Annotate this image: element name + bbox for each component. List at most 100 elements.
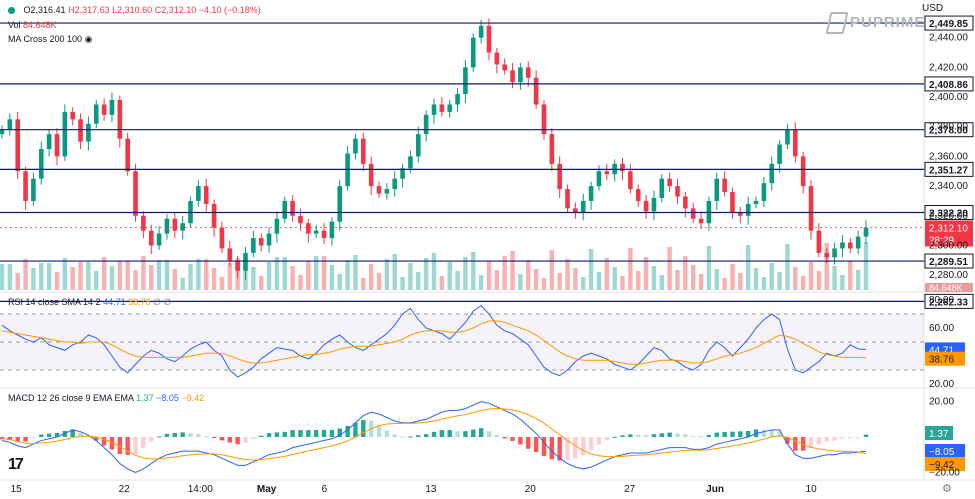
macd-hist-bar bbox=[478, 428, 484, 437]
macd-hist-bar bbox=[745, 430, 751, 437]
candle-body bbox=[235, 260, 240, 271]
rsi-tick-label: 80.00 bbox=[929, 295, 954, 306]
volume-bar bbox=[227, 263, 232, 290]
volume-bar bbox=[659, 275, 664, 290]
macd-hist-bar bbox=[510, 437, 515, 441]
macd-hist-bar bbox=[557, 437, 562, 461]
volume-bar bbox=[636, 271, 641, 290]
volume-bar bbox=[683, 256, 688, 290]
candle-body bbox=[447, 104, 453, 112]
macd-legend: MACD 12 26 close 9 EMA EMA 1.37 −8.05 −9… bbox=[8, 393, 204, 403]
macd-hist-bar bbox=[141, 437, 146, 448]
volume-bar bbox=[800, 276, 806, 290]
macd-hist-bar bbox=[738, 431, 743, 437]
volume-bar bbox=[408, 263, 413, 290]
volume-bar bbox=[313, 256, 319, 290]
macd-line-value-box bbox=[925, 444, 965, 458]
macd-hist-bar bbox=[329, 429, 335, 437]
rsi-sma-value-box bbox=[925, 351, 965, 366]
time-tick-label: 13 bbox=[425, 484, 437, 495]
time-tick-label: 20 bbox=[525, 484, 537, 495]
macd-hist-bar bbox=[698, 436, 704, 438]
candle-body bbox=[211, 203, 217, 228]
candle-body bbox=[596, 171, 602, 187]
candle-body bbox=[455, 94, 460, 105]
volume-bar bbox=[211, 268, 217, 290]
volume-bar bbox=[141, 256, 146, 290]
candle-body bbox=[180, 223, 185, 231]
candle-body bbox=[117, 100, 123, 139]
ma-cross-legend[interactable]: MA Cross 200 100 ◉ bbox=[8, 34, 92, 45]
candle-body bbox=[251, 238, 256, 253]
volume-bar bbox=[321, 256, 327, 290]
macd-hist-bar bbox=[400, 436, 405, 438]
volume-bar bbox=[565, 259, 570, 290]
macd-hist-bar bbox=[855, 437, 861, 438]
macd-hist-bar bbox=[101, 437, 107, 446]
volume-bar bbox=[345, 260, 350, 290]
macd-hist-value-box bbox=[925, 426, 953, 440]
candle-body bbox=[93, 104, 99, 124]
level-label-box bbox=[924, 161, 974, 177]
volume-bar bbox=[816, 271, 822, 290]
candle-body bbox=[38, 149, 44, 179]
candle-body bbox=[313, 230, 319, 234]
macd-hist-bar bbox=[133, 437, 138, 455]
volume-bar bbox=[298, 275, 303, 290]
volume-bar bbox=[612, 267, 617, 290]
candle-body bbox=[761, 183, 767, 201]
macd-hist-bar bbox=[78, 432, 83, 437]
candle-body bbox=[70, 111, 75, 120]
macd-hist-bar bbox=[313, 429, 319, 437]
volume-bar bbox=[793, 267, 798, 290]
volume-bar bbox=[117, 261, 123, 290]
volume-bar bbox=[855, 270, 861, 290]
volume-bar bbox=[290, 266, 295, 290]
volume-bar bbox=[745, 245, 751, 290]
volume-bar bbox=[620, 276, 625, 290]
candle-body bbox=[635, 189, 641, 201]
price-tick-label: 2,380.00 bbox=[929, 122, 968, 133]
macd-hist-bar bbox=[588, 437, 594, 451]
candle-body bbox=[431, 104, 437, 115]
settings-gear-icon: ⚙ bbox=[942, 483, 952, 495]
macd-hist-bar bbox=[164, 433, 170, 437]
candle-body bbox=[816, 230, 822, 253]
candle-body bbox=[793, 129, 798, 157]
macd-hist-bar bbox=[188, 433, 193, 437]
candle-body bbox=[7, 119, 13, 130]
candle-body bbox=[777, 144, 782, 164]
volume-bar bbox=[133, 270, 138, 290]
macd-hist-bar bbox=[31, 437, 36, 438]
rsi-sma-legend-value: 38.76 bbox=[128, 297, 151, 307]
candle-body bbox=[588, 186, 594, 201]
volume-bar bbox=[753, 268, 759, 290]
macd-hist-bar bbox=[345, 426, 350, 437]
volume-bar bbox=[259, 276, 264, 290]
volume-bar bbox=[39, 263, 44, 290]
time-tick-label: 10 bbox=[806, 484, 818, 495]
macd-line-legend-value: −8.05 bbox=[156, 393, 179, 403]
candle-body bbox=[478, 25, 484, 38]
macd-hist-bar bbox=[306, 430, 311, 437]
volume-bar bbox=[510, 251, 515, 290]
rsi-tick-label: 20.00 bbox=[929, 379, 954, 390]
macd-hist-bar bbox=[361, 419, 366, 437]
volume-bar bbox=[824, 243, 829, 290]
volume-bar bbox=[463, 257, 468, 290]
currency-label[interactable]: USD bbox=[922, 3, 944, 14]
eye-hidden-icon[interactable]: ◉ bbox=[84, 34, 93, 44]
candle-body bbox=[306, 223, 311, 234]
volume-bar bbox=[282, 257, 287, 290]
candle-body bbox=[266, 233, 272, 246]
candle-body bbox=[439, 104, 445, 112]
candle-body bbox=[321, 230, 327, 239]
volume-legend: Vol 84.648K bbox=[8, 20, 57, 30]
macd-signal-value-box bbox=[925, 457, 965, 471]
brand-mark-icon bbox=[825, 12, 849, 34]
macd-hist-bar bbox=[628, 434, 633, 437]
tradingview-logo[interactable]: 17 bbox=[8, 456, 24, 473]
candle-body bbox=[337, 186, 343, 222]
volume-bar bbox=[785, 244, 790, 290]
volume-bar bbox=[266, 262, 272, 290]
